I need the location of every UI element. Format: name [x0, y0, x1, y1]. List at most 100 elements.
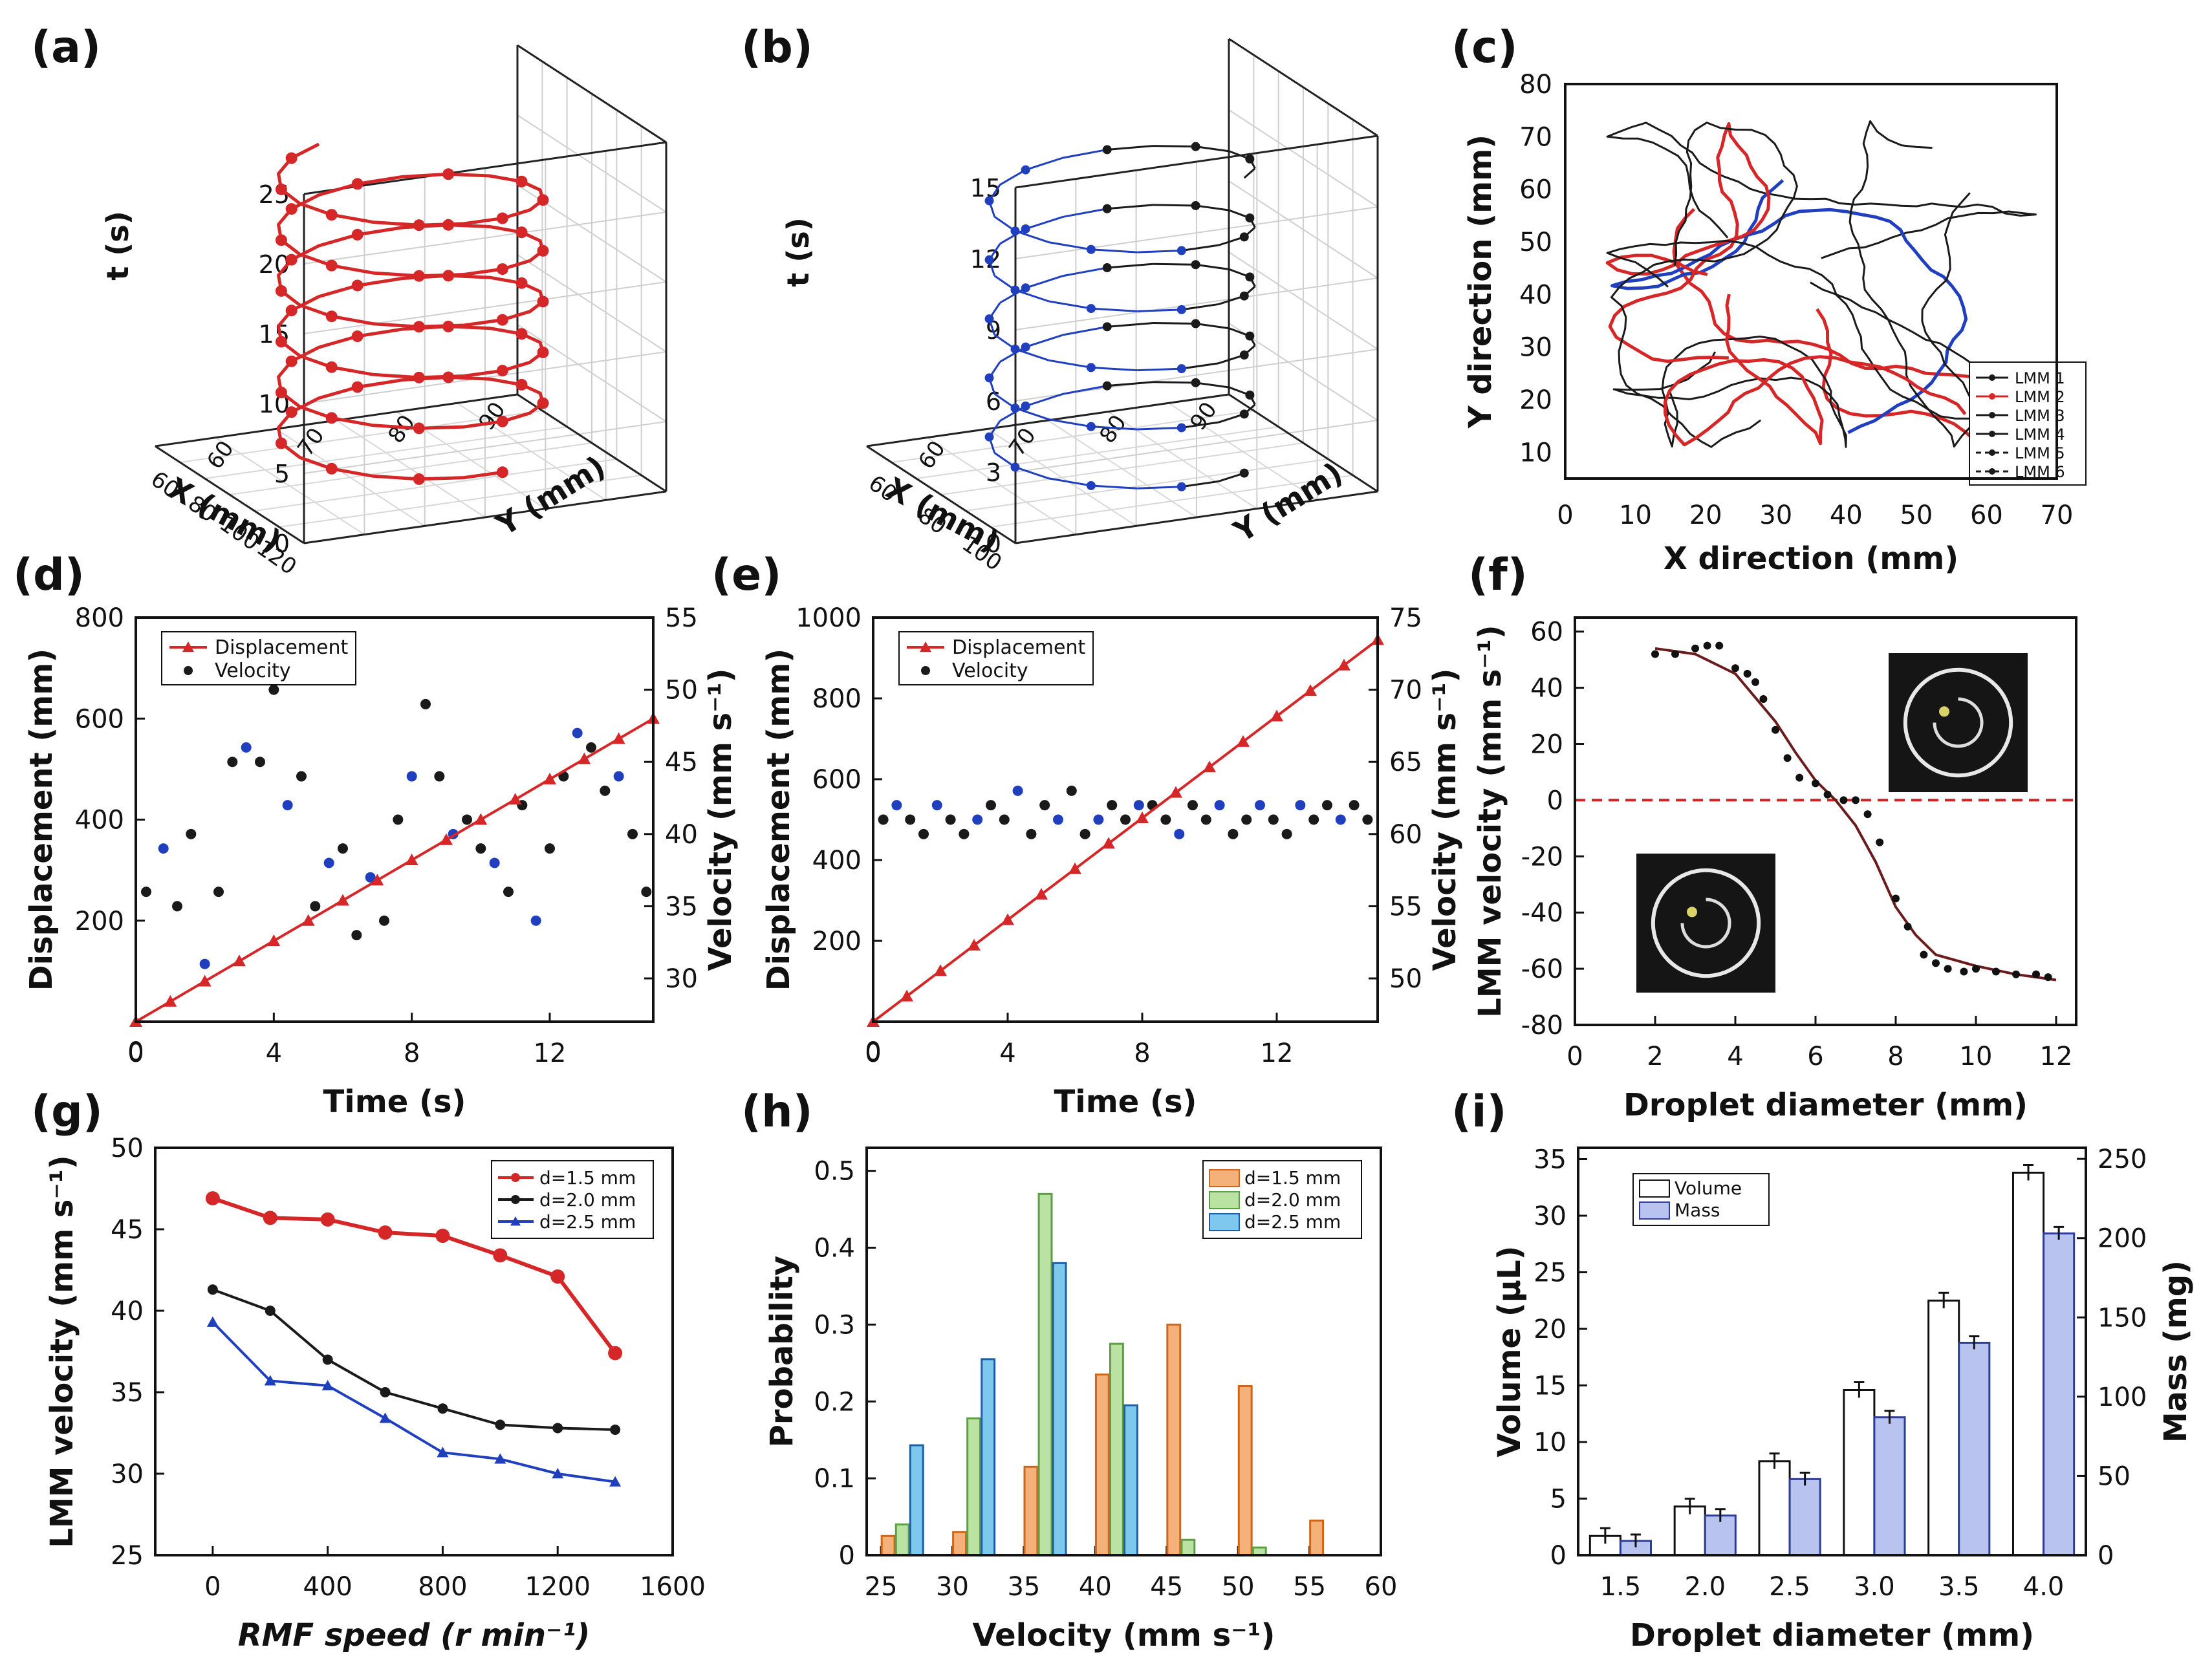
velocity-point: [1107, 800, 1118, 811]
data-point: [1903, 922, 1912, 931]
trajectory-point: [325, 209, 338, 221]
x-tick-label: 6: [1807, 1042, 1823, 1071]
trajectory-point: [442, 320, 455, 332]
y-tick-label: 50: [1519, 228, 1552, 257]
series-point: [380, 1387, 391, 1397]
y-tick-label: -40: [1521, 898, 1563, 928]
series-point: [265, 1306, 276, 1316]
trajectory-line: [1610, 122, 1798, 448]
displacement-point: [968, 938, 981, 951]
y-tick-label: -20: [1521, 842, 1563, 872]
displacement-point: [1001, 913, 1014, 925]
velocity-point: [199, 958, 210, 969]
x-tick-label: 800: [418, 1572, 467, 1602]
trajectory-point: [1191, 142, 1200, 151]
series-line: [211, 1196, 617, 1355]
series-point: [609, 1476, 622, 1487]
velocity-point: [1133, 800, 1144, 811]
x-tick-label: 25: [865, 1572, 898, 1602]
trajectory-point: [285, 203, 298, 215]
trajectory-point: [413, 473, 425, 485]
trajectory-point: [351, 279, 363, 292]
x-tick-label: 4: [266, 1039, 282, 1068]
velocity-point: [1012, 785, 1023, 796]
trajectory-point: [325, 310, 338, 323]
trajectory-point: [515, 328, 528, 340]
trajectory-segment: [1195, 204, 1230, 211]
x-tick-label: 2: [1647, 1042, 1663, 1071]
velocity-point: [227, 757, 238, 768]
panel-label-g: (g): [31, 1086, 103, 1137]
displacement-point: [164, 995, 177, 1007]
trajectory-segment: [1048, 477, 1092, 487]
velocity-point: [1026, 828, 1037, 839]
y-tick-label: 0.4: [814, 1234, 855, 1264]
displacement-point: [1237, 735, 1250, 747]
trajectory-point: [496, 466, 508, 479]
chart-f: 0 2 4 6 8 10 12 -80 -60 -40 -20 0 20 40 60 Droplet diam…: [1472, 618, 2076, 1123]
displacement-point: [900, 989, 913, 1002]
displacement-point: [233, 954, 246, 967]
trajectory-segment: [1107, 381, 1154, 387]
data-point: [1812, 779, 1819, 788]
trajectory-point: [1191, 260, 1200, 270]
trajectory-line: [1606, 239, 2032, 420]
trajectory-point: [351, 381, 363, 393]
plot-frame: [1564, 83, 2058, 480]
data-point: [1892, 894, 1900, 903]
chart-d: 0 4 8 12 200 400 600 800 30 35 40 45 50 55 Time (s) Dis…: [23, 603, 739, 1120]
data-point: [1972, 965, 1980, 973]
displacement-point: [1169, 786, 1182, 798]
displacement-point: [371, 874, 384, 886]
legend-label: d=1.5 mm: [1244, 1167, 1341, 1189]
trajectory-segment: [1048, 359, 1092, 369]
velocity-point: [420, 698, 431, 709]
y-tick-label: 30: [111, 1459, 144, 1489]
trajectory-segment: [1137, 250, 1182, 253]
x-tick-label: 1600: [640, 1572, 706, 1602]
histogram-bar: [981, 1358, 996, 1556]
trajectory-segment: [1048, 300, 1092, 310]
trajectory-point: [1021, 165, 1030, 175]
velocity-point: [1228, 828, 1239, 839]
velocity-point: [1362, 814, 1373, 825]
trajectory-segment: [1025, 215, 1063, 230]
histogram-bar: [1094, 1373, 1110, 1556]
inset-photo: [1636, 854, 1775, 993]
trajectory-segment: [1195, 323, 1230, 330]
trajectory-point: [285, 355, 298, 367]
trajectory-point: [984, 196, 994, 206]
trajectory-segment: [1107, 204, 1154, 210]
x-tick-label: 30: [1759, 501, 1792, 530]
y-tick-label: 800: [75, 603, 124, 633]
trajectory-point: [351, 228, 363, 241]
velocity-point: [296, 771, 307, 782]
y-tick-label: 10: [1519, 438, 1552, 468]
trajectory-segment: [1181, 244, 1219, 252]
displacement-point: [612, 732, 625, 744]
velocity-point: [489, 857, 500, 868]
y-tick-label: 70: [1519, 122, 1552, 152]
data-point: [1783, 754, 1792, 762]
trajectory-point: [1021, 342, 1030, 352]
velocity-point: [627, 828, 638, 839]
data-point: [2012, 970, 2020, 978]
displacement-point: [1203, 760, 1216, 773]
data-point: [1876, 838, 1884, 846]
trajectory-segment: [1090, 484, 1138, 490]
displacement-point: [508, 793, 522, 805]
x-tick-label: 0: [865, 1039, 881, 1068]
x-axis-title: Time (s): [323, 1084, 466, 1120]
trajectory-point: [537, 296, 549, 308]
legend-swatch: [1639, 1201, 1670, 1220]
x-axis-title: X direction (mm): [1664, 541, 1958, 577]
velocity-point: [641, 887, 652, 898]
velocity-point: [1187, 800, 1198, 811]
trajectory-segment: [1062, 148, 1108, 159]
axis-line: [155, 445, 305, 544]
trajectory-point: [285, 406, 298, 418]
chart-i: 1.5 2.0 2.5 3.0 3.5 4.0 0 5 10 15 20 25 30 35 0 50 100 15…: [1491, 1145, 2194, 1653]
trajectory-point: [275, 234, 287, 246]
